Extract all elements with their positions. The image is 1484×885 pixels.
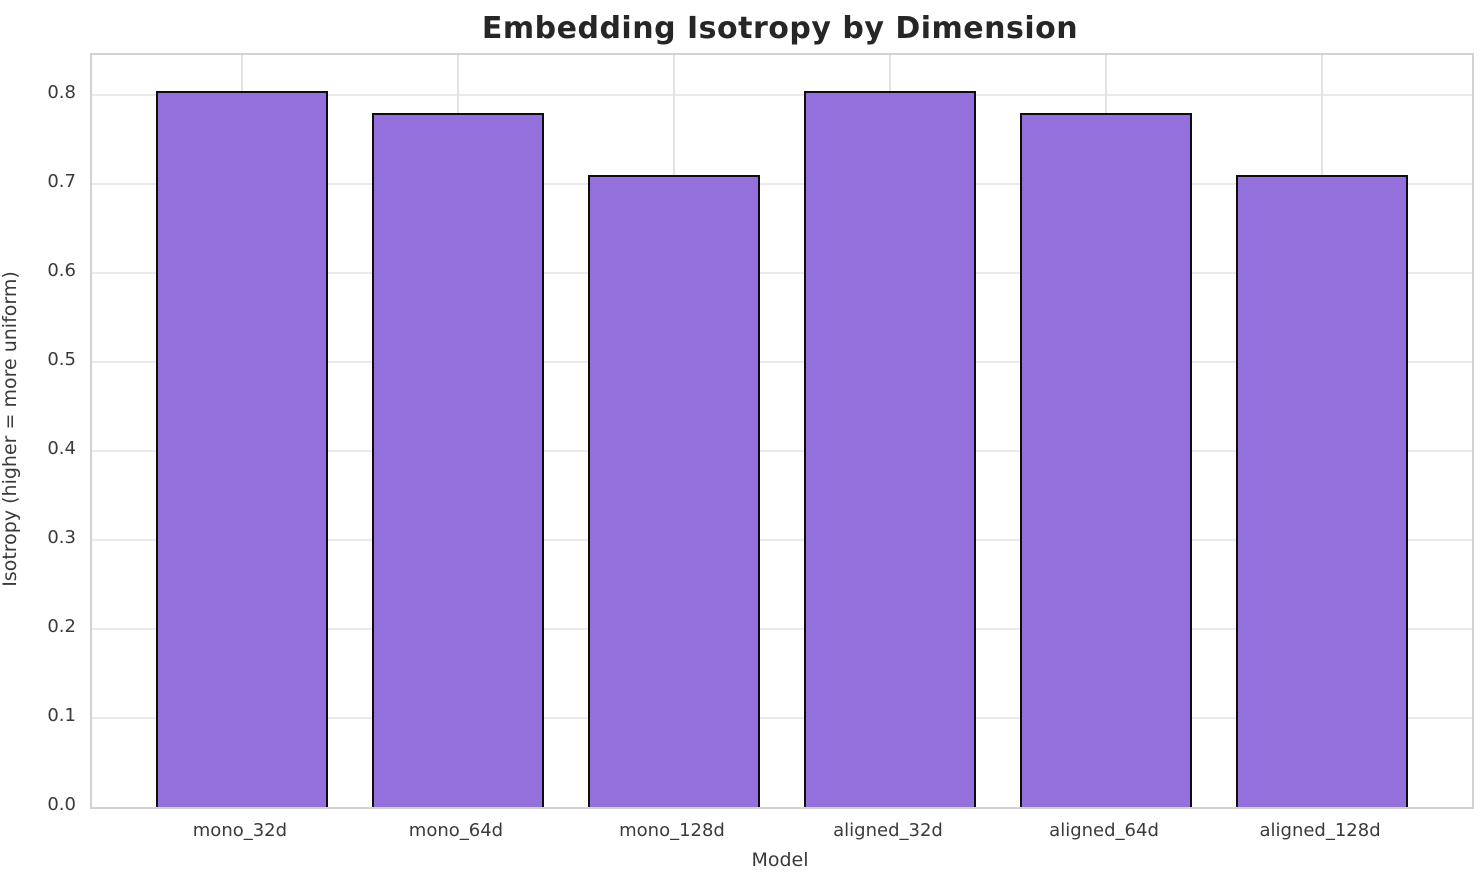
y-tick-label: 0.1 (47, 705, 76, 726)
gridline-horizontal (92, 361, 1472, 364)
bar-aligned_128d (1235, 175, 1409, 807)
gridline-horizontal (92, 183, 1472, 186)
y-tick-label: 0.0 (47, 794, 76, 815)
x-tick-label: aligned_32d (833, 820, 943, 841)
y-tick-label: 0.5 (47, 349, 76, 371)
bar-mono_32d (155, 90, 329, 807)
x-tick-label: mono_128d (619, 820, 725, 841)
chart-title: Embedding Isotropy by Dimension (481, 11, 1079, 46)
x-tick-label: mono_32d (192, 820, 288, 841)
bar-mono_64d (371, 112, 545, 807)
y-tick-label: 0.4 (47, 438, 76, 460)
gridline-horizontal (92, 628, 1472, 630)
x-tick-label: aligned_128d (1259, 820, 1381, 841)
y-tick-label: 0.8 (47, 82, 76, 104)
gridline-horizontal (92, 450, 1472, 453)
x-tick-label: aligned_64d (1049, 820, 1159, 841)
y-tick-label: 0.7 (47, 171, 76, 193)
gridline-horizontal (92, 94, 1472, 97)
bar-aligned_32d (803, 90, 977, 807)
bar-aligned_64d (1019, 112, 1193, 807)
y-tick-label: 0.6 (47, 260, 76, 282)
x-tick-label: mono_64d (408, 820, 504, 841)
y-tick-label: 0.3 (47, 527, 76, 549)
x-axis-label: Model (751, 849, 809, 871)
plot-area (90, 53, 1474, 809)
gridline-horizontal (92, 539, 1472, 542)
gridline-horizontal (92, 717, 1472, 719)
y-tick-label: 0.2 (47, 616, 76, 637)
gridline-horizontal (92, 272, 1472, 275)
bar-mono_128d (587, 175, 761, 807)
